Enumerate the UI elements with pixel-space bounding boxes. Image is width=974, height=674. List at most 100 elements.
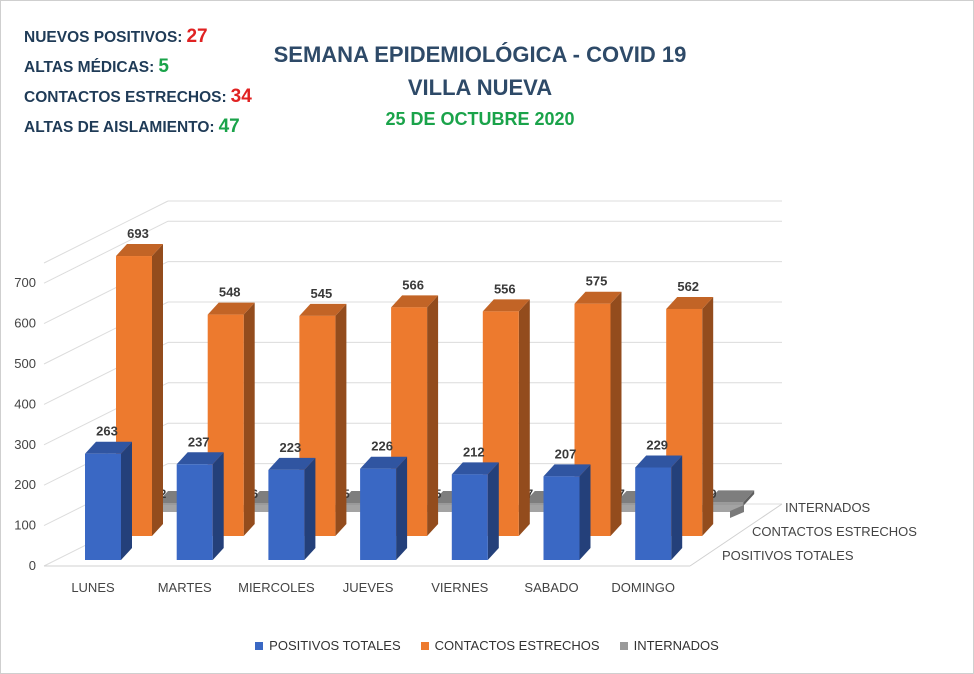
depth-axis-label: CONTACTOS ESTRECHOS xyxy=(752,524,917,539)
grid-side-line xyxy=(43,200,169,264)
stat-close-contacts: CONTACTOS ESTRECHOS: 34 xyxy=(24,86,252,107)
positivos-bar xyxy=(268,469,305,560)
positivos-bar-label: 226 xyxy=(371,439,393,454)
contactos-bar-side xyxy=(518,299,530,536)
x-tick-label: MARTES xyxy=(158,580,212,595)
positivos-bar-top xyxy=(85,441,132,454)
positivos-bar-label: 263 xyxy=(96,424,118,439)
stat-isolation-discharges: ALTAS DE AISLAMIENTO: 47 xyxy=(24,116,240,137)
x-tick-label: SABADO xyxy=(524,580,578,595)
positivos-bar-side xyxy=(212,452,224,560)
positivos-bar-label: 237 xyxy=(188,434,210,449)
depth-axis-label: INTERNADOS xyxy=(785,500,871,515)
contactos-bar-label: 562 xyxy=(677,279,699,294)
contactos-bar-side xyxy=(427,295,439,536)
stat-isolation-discharges-value: 47 xyxy=(218,116,240,137)
internados-bar-label: 2 xyxy=(160,487,167,501)
positivos-bar-top xyxy=(543,464,591,477)
y-tick-label: 500 xyxy=(14,356,36,371)
positivos-bar-label: 223 xyxy=(280,440,302,455)
x-tick-label: MIERCOLES xyxy=(238,580,315,595)
positivos-bar-top xyxy=(360,456,408,469)
floor-right-edge xyxy=(689,503,783,567)
contactos-bar-top xyxy=(299,303,347,316)
contactos-bar-label: 545 xyxy=(311,286,333,301)
positivos-bar-side xyxy=(487,462,499,560)
positivos-bar xyxy=(85,453,121,560)
positivos-bar-side xyxy=(671,455,683,560)
internados-bar-label: 9 xyxy=(710,487,717,501)
positivos-bar-side xyxy=(121,441,132,560)
stat-new-positives-value: 27 xyxy=(186,26,208,47)
contactos-bar-top xyxy=(482,299,530,312)
contactos-bar-side xyxy=(610,291,622,536)
chart-date: 25 DE OCTUBRE 2020 xyxy=(385,109,575,129)
positivos-bar xyxy=(176,464,213,560)
stat-medical-discharges-value: 5 xyxy=(158,56,169,77)
chart-title: SEMANA EPIDEMIOLÓGICA - COVID 19 xyxy=(273,42,687,67)
legend-swatch-positivos xyxy=(255,641,264,650)
legend-swatch-contactos xyxy=(420,641,429,650)
y-tick-label: 600 xyxy=(14,316,36,331)
contactos-bar-label: 566 xyxy=(402,277,424,292)
positivos-bar-label: 229 xyxy=(646,437,668,452)
chart-subtitle: VILLA NUEVA xyxy=(407,75,553,100)
positivos-bar-side xyxy=(396,456,408,560)
contactos-bar-label: 693 xyxy=(127,226,149,241)
internados-bar-top xyxy=(707,490,755,503)
y-tick-label: 0 xyxy=(29,558,36,573)
contactos-bar-top xyxy=(666,296,714,309)
contactos-bar-side xyxy=(335,303,347,536)
stat-close-contacts-value: 34 xyxy=(230,86,252,107)
stat-medical-discharges: ALTAS MÉDICAS: 5 xyxy=(24,56,169,77)
stat-new-positives: NUEVOS POSITIVOS: 27 xyxy=(24,26,208,47)
contactos-bar-top xyxy=(391,295,439,308)
positivos-bar-top xyxy=(268,457,316,470)
positivos-bar xyxy=(543,476,580,560)
y-tick-label: 100 xyxy=(14,518,36,533)
x-tick-label: LUNES xyxy=(71,580,115,595)
stats-panel: NUEVOS POSITIVOS: 27 ALTAS MÉDICAS: 5 CONT… xyxy=(24,22,252,142)
contactos-bar-side xyxy=(152,244,163,536)
x-tick-label: VIERNES xyxy=(431,580,488,595)
internados-bar xyxy=(340,503,377,506)
contactos-bar-label: 548 xyxy=(219,285,241,300)
contactos-bar-side xyxy=(702,296,714,536)
grid-side-line xyxy=(43,220,169,284)
contactos-bar-label: 575 xyxy=(586,274,608,289)
contactos-bar-top xyxy=(574,291,622,304)
legend-label-positivos: POSITIVOS TOTALES xyxy=(269,638,401,653)
contactos-bar-label: 556 xyxy=(494,281,516,296)
chart-legend: POSITIVOS TOTALES CONTACTOS ESTRECHOS IN… xyxy=(0,638,974,653)
internados-bar-label: 5 xyxy=(343,487,350,501)
depth-axis-label: POSITIVOS TOTALES xyxy=(722,548,854,563)
internados-bar xyxy=(523,503,560,506)
internados-bar xyxy=(432,503,469,506)
y-tick-label: 700 xyxy=(14,275,36,290)
positivos-bar-top xyxy=(635,455,683,468)
legend-item-contactos: CONTACTOS ESTRECHOS xyxy=(420,638,600,653)
y-tick-label: 200 xyxy=(14,477,36,492)
contactos-bar-top xyxy=(207,302,255,315)
legend-item-internados: INTERNADOS xyxy=(619,638,719,653)
title-block: SEMANA EPIDEMIOLÓGICA - COVID 19 VILLA N… xyxy=(230,38,730,134)
internados-bar-label: 7 xyxy=(618,487,625,501)
positivos-bar xyxy=(451,474,488,560)
legend-item-positivos: POSITIVOS TOTALES xyxy=(255,638,401,653)
positivos-bar-label: 212 xyxy=(463,444,485,459)
legend-label-contactos: CONTACTOS ESTRECHOS xyxy=(434,638,600,653)
internados-bar xyxy=(707,502,744,506)
legend-label-internados: INTERNADOS xyxy=(633,638,719,653)
legend-swatch-internados xyxy=(619,641,628,650)
x-tick-label: DOMINGO xyxy=(611,580,675,595)
positivos-bar-top xyxy=(176,452,224,465)
y-tick-label: 400 xyxy=(14,396,36,411)
positivos-bar xyxy=(635,467,672,560)
positivos-bar-top xyxy=(451,462,499,475)
y-tick-label: 300 xyxy=(14,437,36,452)
contactos-bar-top xyxy=(116,244,163,257)
positivos-bar-side xyxy=(304,457,316,560)
internados-bar-label: 6 xyxy=(251,487,258,501)
positivos-bar-label: 207 xyxy=(555,446,577,461)
